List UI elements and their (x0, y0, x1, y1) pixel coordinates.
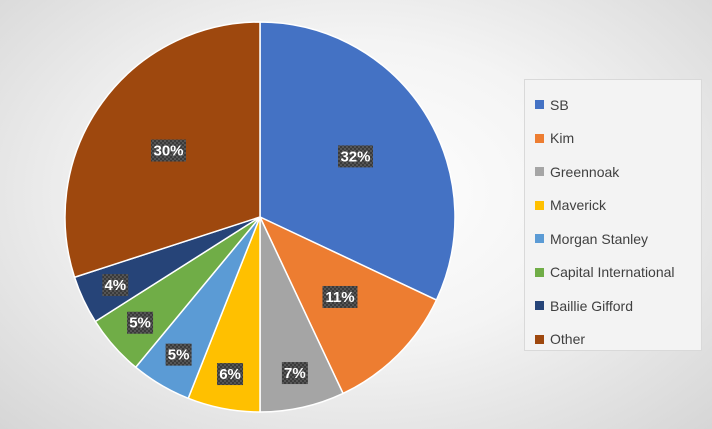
legend-item-greennoak: Greennoak (535, 155, 701, 189)
legend-swatch (535, 167, 544, 177)
data-label: 11% (322, 285, 358, 308)
data-label-box (127, 311, 154, 334)
legend-label: Capital International (550, 264, 675, 281)
data-label-box (281, 362, 308, 385)
legend-label: Morgan Stanley (550, 230, 649, 247)
data-label-box (165, 343, 192, 366)
legend-swatch (535, 267, 544, 277)
data-label-box (217, 363, 244, 386)
data-label-text: 30% (153, 143, 183, 160)
legend-swatch (535, 234, 544, 244)
legend-swatch (535, 100, 544, 110)
legend-label: Baillie Gifford (550, 297, 634, 314)
legend-swatch (535, 133, 544, 143)
data-label-text: 5% (129, 315, 151, 332)
legend-label: Greennoak (550, 163, 620, 180)
data-label-text: 32% (340, 148, 370, 165)
legend-swatch (535, 301, 544, 311)
legend-item-morgan-stanley: Morgan Stanley (535, 222, 701, 256)
legend-label: Other (550, 331, 586, 348)
data-label: 30% (151, 139, 187, 162)
data-label-text: 11% (325, 289, 354, 306)
legend-label: SB (550, 96, 569, 113)
data-label-box (102, 274, 129, 297)
data-label: 5% (165, 343, 192, 366)
data-label-text: 7% (284, 365, 306, 382)
legend-item-capital-international: Capital International (535, 256, 701, 290)
legend-swatch (535, 334, 544, 344)
legend-item-other: Other (535, 323, 701, 357)
data-label: 7% (281, 362, 308, 385)
data-label-text: 5% (168, 347, 190, 364)
legend-swatch (535, 200, 544, 210)
data-label: 32% (337, 145, 373, 168)
data-label-text: 4% (104, 277, 126, 294)
data-label-box (337, 145, 373, 168)
legend-item-baillie-gifford: Baillie Gifford (535, 289, 701, 323)
data-label-box (322, 285, 358, 308)
data-label: 5% (127, 311, 154, 334)
data-label-text: 6% (219, 366, 241, 383)
legend-label: Maverick (550, 197, 607, 214)
data-label: 6% (217, 363, 244, 386)
data-label-box (151, 139, 187, 162)
legend-item-maverick: Maverick (535, 189, 701, 223)
chart-legend: SB Kim Greennoak Maverick Morgan Stanley… (524, 79, 702, 351)
legend-item-sb: SB (535, 88, 701, 122)
legend-label: Kim (550, 130, 575, 147)
legend-item-kim: Kim (535, 122, 701, 156)
data-label: 4% (102, 274, 129, 297)
